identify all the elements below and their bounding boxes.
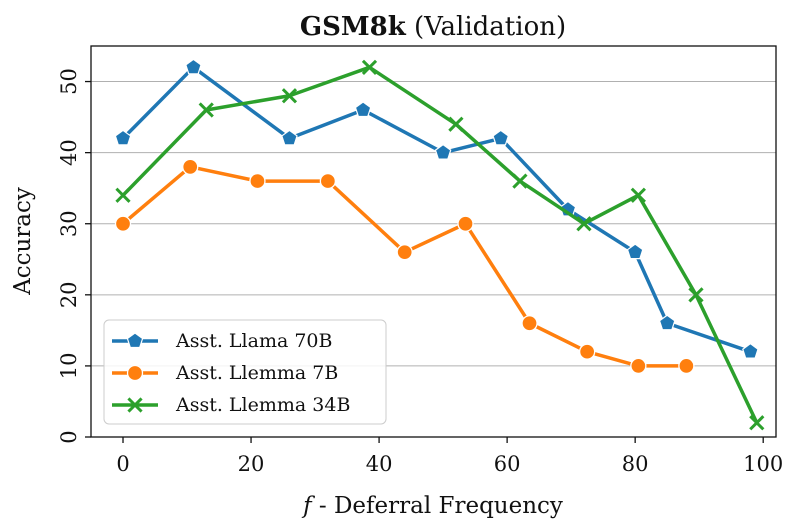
legend-item-2: Asst. Llemma 7B (112, 362, 338, 384)
series-line-3 (121, 65, 759, 424)
x-tick-label-20: 20 (238, 452, 265, 476)
chart-title: GSM8k (Validation) (300, 12, 566, 42)
data-point-2-8 (578, 343, 596, 360)
series-group (114, 58, 765, 431)
y-tick-label-10: 10 (57, 353, 81, 380)
x-tick-label-60: 60 (494, 452, 521, 476)
data-point-3-3 (281, 88, 298, 104)
legend-swatch-marker-2 (126, 364, 144, 382)
data-point-2-3 (249, 172, 266, 190)
y-tick-label-0: 0 (57, 430, 81, 443)
x-tick-label-0: 0 (116, 452, 129, 476)
y-tick-label-50: 50 (57, 68, 81, 95)
data-point-3-10 (749, 415, 765, 431)
data-point-3-7 (576, 216, 592, 232)
legend-swatch-marker-1 (126, 332, 144, 349)
data-point-2-7 (521, 315, 538, 332)
plot-frame (90, 45, 777, 438)
legend-box (103, 319, 387, 425)
data-point-1-6 (492, 129, 510, 146)
data-point-2-10 (678, 357, 695, 375)
y-tick-label-30: 30 (57, 210, 81, 237)
x-tick-label-40: 40 (366, 452, 393, 476)
data-point-1-3 (281, 129, 298, 146)
data-point-3-1 (115, 187, 131, 203)
y-tick-label-20: 20 (57, 281, 81, 308)
x-tick-label-80: 80 (622, 452, 649, 476)
y-axis-label: Accuracy (10, 187, 36, 296)
data-point-1-4 (354, 101, 372, 118)
y-tick-label-40: 40 (57, 139, 81, 166)
data-point-2-4 (319, 172, 337, 190)
data-point-3-2 (198, 102, 214, 118)
data-point-1-10 (742, 342, 759, 359)
data-point-3-5 (448, 116, 464, 132)
legend: Asst. Llama 70B Asst. Llemma 7B Asst. Llem… (103, 319, 387, 425)
data-point-2-5 (396, 244, 413, 261)
data-point-2-1 (114, 215, 132, 232)
data-point-3-9 (688, 287, 704, 303)
data-point-2-6 (457, 215, 474, 232)
data-point-1-2 (185, 58, 202, 75)
legend-label-2: Asst. Llemma 7B (175, 362, 338, 384)
series-3 (115, 59, 765, 431)
data-point-1-8 (626, 243, 644, 260)
data-point-1-9 (658, 314, 676, 331)
data-point-1-5 (434, 143, 452, 160)
legend-label-1: Asst. Llama 70B (175, 330, 332, 352)
series-line-2 (121, 165, 687, 368)
data-point-2-9 (630, 357, 647, 375)
x-axis-label: f - Deferral Frequency (301, 493, 563, 519)
data-point-3-8 (630, 187, 646, 203)
series-2 (114, 158, 695, 375)
legend-item-3: Asst. Llemma 34B (112, 394, 350, 416)
data-point-2-2 (182, 158, 199, 176)
legend-label-3: Asst. Llemma 34B (175, 394, 350, 416)
data-point-3-4 (361, 59, 378, 75)
data-point-3-6 (512, 173, 528, 189)
axis-ticks: 0 10 20 30 40 50 0 20 40 60 80 100 (57, 68, 783, 476)
legend-swatch-marker-3 (127, 397, 143, 413)
data-point-1-1 (114, 129, 132, 146)
legend-item-1: Asst. Llama 70B (112, 330, 332, 352)
x-tick-label-100: 100 (743, 452, 783, 476)
